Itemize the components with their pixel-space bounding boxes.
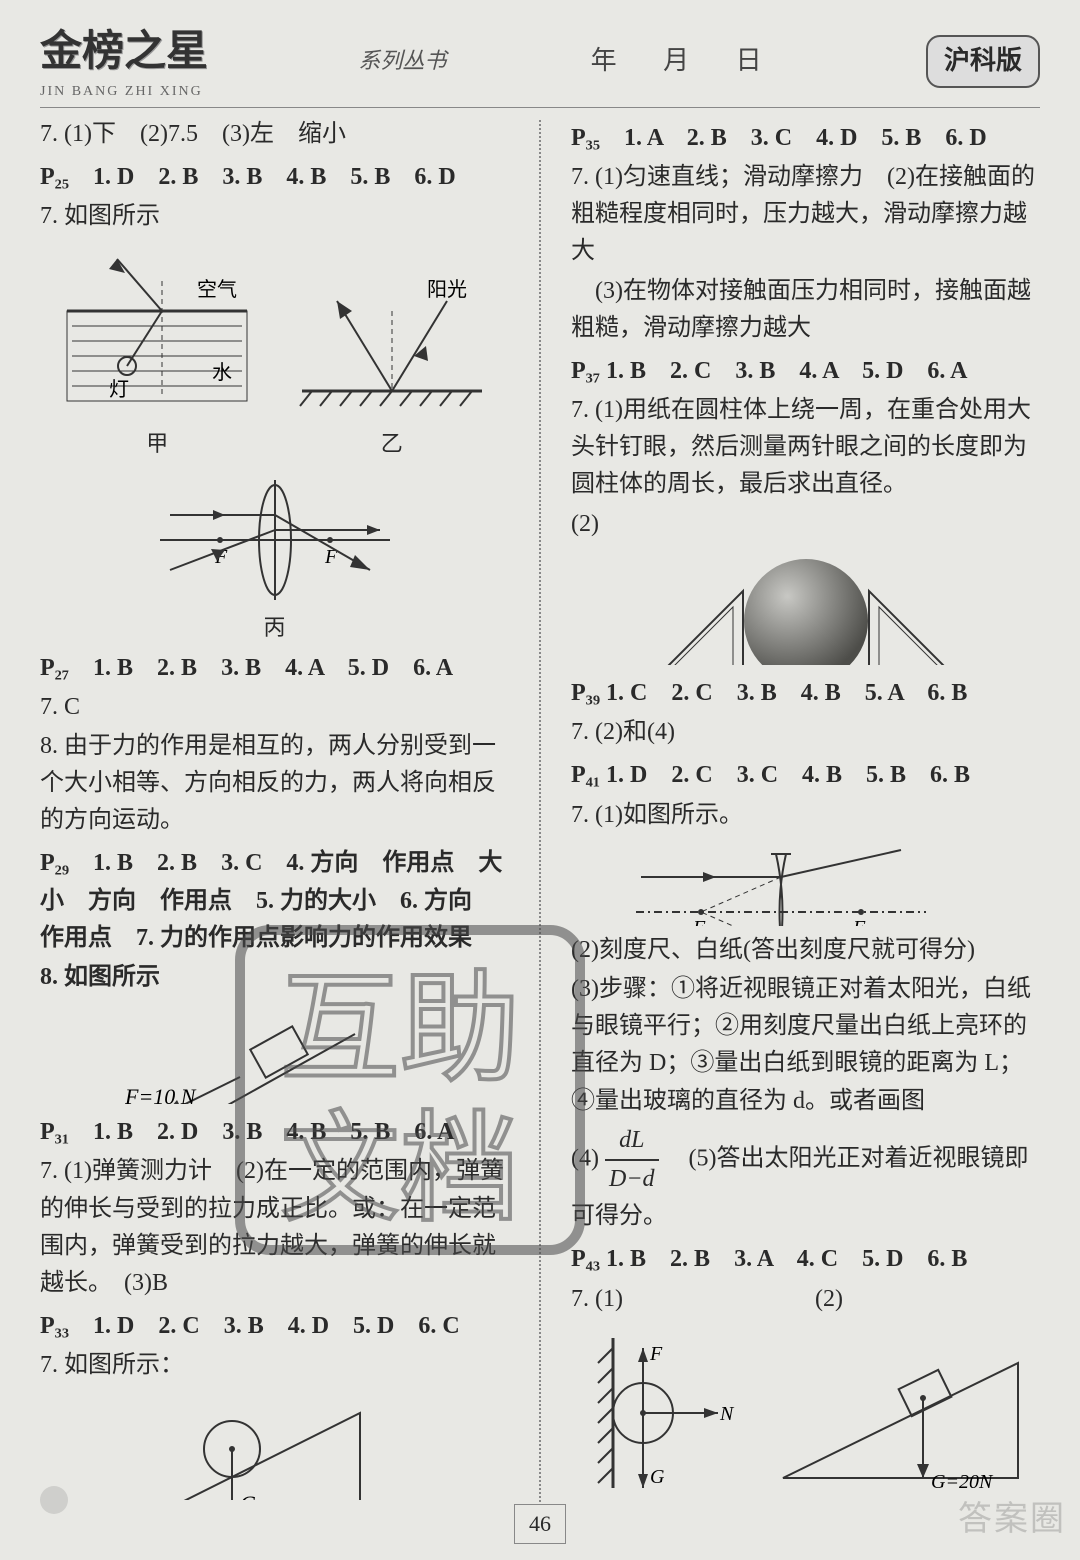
section-p37: P₃₇ 1. B 2. C 3. B 4. A 5. D 6. A (571, 353, 1040, 390)
section-p35: P₃₅ 1. A 2. B 3. C 4. D 5. B 6. D (571, 120, 1040, 157)
g20-label: G=20N (931, 1471, 994, 1493)
ruler-sphere-diagram-icon: 10 11 12 13 14 cm (591, 551, 1021, 665)
section-p39: P₃₉ 1. C 2. C 3. B 4. B 5. A 6. B (571, 675, 1040, 712)
date-slot: 年 月 日 (591, 41, 782, 81)
text-line: 8. 由于力的作用是相互的，两人分别受到一个大小相等、方向相反的力，两人将向相反… (40, 728, 509, 840)
text-line: 7. (1)下 (2)7.5 (3)左 缩小 (40, 116, 509, 153)
right-column: P₃₅ 1. A 2. B 3. C 4. D 5. B 6. D 7. (1)… (571, 116, 1040, 1506)
text-line: (2) (571, 506, 1040, 543)
lens-diagram-icon: F F (155, 475, 395, 605)
air-label: 空气 (197, 278, 237, 301)
fraction: dL D−d (605, 1122, 659, 1198)
section-p33: P₃₃ 1. D 2. C 3. B 4. D 5. D 6. C (40, 1308, 509, 1345)
page-number: 46 (514, 1504, 566, 1544)
section-p43: P₄₃ 1. B 2. B 3. A 4. C 5. D 6. B (571, 1241, 1040, 1278)
figure-row-2: F N G G=20N (571, 1328, 1040, 1498)
svg-text:N: N (719, 1403, 735, 1425)
section-p25: P₂₅ 1. D 2. B 3. B 4. B 5. B 6. D (40, 159, 509, 196)
g-label: G (240, 1491, 256, 1500)
text-line: (3)在物体对接触面压力相同时，接触面越粗糙，滑动摩擦力越大 (571, 273, 1040, 347)
caption-bing: 丙 (40, 611, 509, 645)
wall-ball-forces-icon: F N G (578, 1328, 758, 1498)
svg-text:G: G (650, 1466, 665, 1488)
svg-text:F: F (852, 917, 866, 926)
section-p31: P₃₁ 1. B 2. D 3. B 4. B 5. B 6. A (40, 1114, 509, 1151)
brand: 金榜之星 (40, 20, 208, 85)
brand-pinyin: JIN BANG ZHI XING (40, 81, 208, 103)
series-label: 系列丛书 (358, 44, 446, 78)
svg-text:F: F (649, 1343, 663, 1365)
force-label: F=10 N (125, 1084, 197, 1104)
incline-force-diagram-icon: F=10 N (125, 1004, 425, 1104)
caption-yi: 乙 (292, 427, 492, 461)
edition-badge: 沪科版 (926, 35, 1040, 87)
fraction-den: D−d (605, 1161, 659, 1198)
column-divider (539, 120, 541, 1506)
text-line: 7. 如图所示 (40, 198, 509, 235)
text-line: 7. (1) (2) (571, 1281, 1040, 1318)
section-p41: P₄₁ 1. D 2. C 3. C 4. B 5. B 6. B (571, 757, 1040, 794)
svg-text:F: F (692, 917, 706, 926)
left-column: 7. (1)下 (2)7.5 (3)左 缩小 P₂₅ 1. D 2. B 3. … (40, 116, 509, 1506)
reflection-diagram-icon: 阳光 (292, 271, 492, 421)
text-line: 7. (1)匀速直线；滑动摩擦力 (2)在接触面的粗糙程度相同时，压力越大，滑动… (571, 159, 1040, 271)
section-p27: P₂₇ 1. B 2. B 3. B 4. A 5. D 6. A (40, 650, 509, 687)
text-line: 7. (2)和(4) (571, 714, 1040, 751)
text-line: (2)刻度尺、白纸(答出刻度尺就可得分) (571, 932, 1040, 969)
text-line: 7. (1)用纸在圆柱体上绕一周，在重合处用大头针钉眼，然后测量两针眼之间的长度… (571, 392, 1040, 504)
watermark-dot-icon (40, 1486, 68, 1514)
text-line: 7. (1)如图所示。 (571, 797, 1040, 834)
text-line: (3)步骤：①将近视眼镜正对着太阳光，白纸与眼镜平行；②用刻度尺量出白纸上亮环的… (571, 971, 1040, 1120)
section-p29: P₂₉ 1. B 2. B 3. C 4. 方向 作用点 大小 方向 作用点 5… (40, 845, 509, 957)
text-line: (4) dL D−d (5)答出太阳光正对着近视眼镜即可得分。 (571, 1122, 1040, 1236)
ball-incline-diagram-icon: G (120, 1393, 380, 1500)
refraction-diagram-icon: 空气 水 灯 (57, 251, 257, 421)
concave-lens-diagram-icon: F F (631, 842, 931, 926)
lamp-label: 灯 (109, 378, 129, 401)
sun-label: 阳光 (427, 278, 467, 301)
text-prefix: (4) (571, 1146, 605, 1172)
fraction-num: dL (605, 1122, 659, 1161)
page-header: 金榜之星 JIN BANG ZHI XING 系列丛书 年 月 日 沪科版 (40, 20, 1040, 108)
figure-jia: 空气 水 灯 甲 (57, 245, 257, 461)
text-line: 8. 如图所示 (40, 959, 509, 996)
figure-row-1: 空气 水 灯 甲 (40, 245, 509, 461)
text-line: 7. 如图所示： (40, 1347, 509, 1384)
water-label: 水 (212, 361, 232, 384)
incline-block-g-icon: G=20N (773, 1338, 1033, 1498)
watermark-text: 答案圈 (958, 1493, 1066, 1546)
text-line: 7. C (40, 689, 509, 726)
figure-bing: F F 丙 (40, 469, 509, 645)
figure-yi: 阳光 乙 (292, 265, 492, 461)
text-line: 7. (1)弹簧测力计 (2)在一定的范围内，弹簧的伸长与受到的拉力成正比。或：… (40, 1153, 509, 1302)
caption-jia: 甲 (57, 427, 257, 461)
brand-block: 金榜之星 JIN BANG ZHI XING (40, 20, 208, 103)
